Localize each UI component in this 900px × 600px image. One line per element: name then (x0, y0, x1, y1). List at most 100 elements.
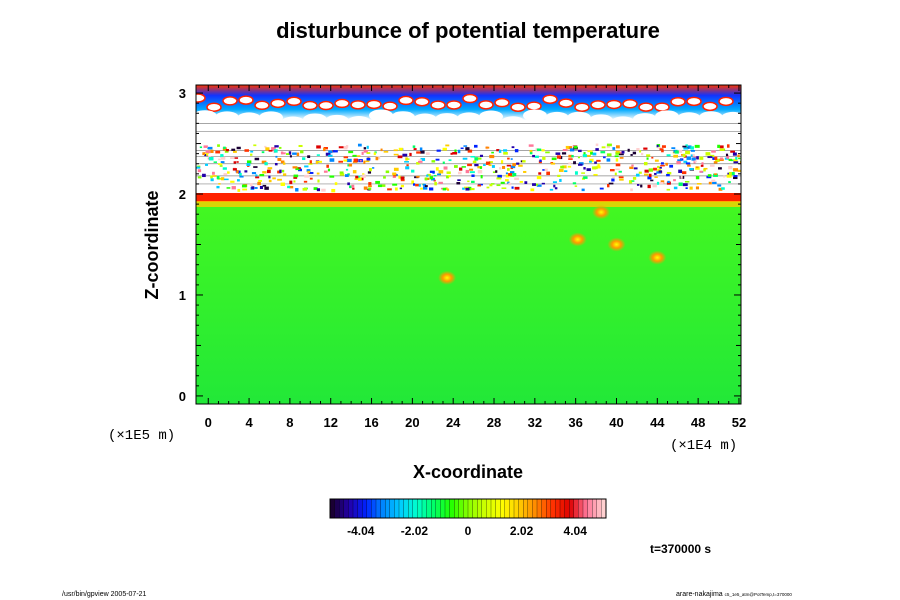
noise-speck (574, 171, 578, 175)
noise-speck (259, 185, 264, 190)
noise-speck (666, 173, 670, 177)
noise-speck (399, 187, 403, 190)
x-tick-label: 28 (487, 415, 501, 430)
x-tick-label: 52 (732, 415, 746, 430)
noise-speck (468, 186, 472, 191)
noise-speck (696, 183, 702, 185)
noise-speck (363, 150, 368, 153)
noise-speck (197, 169, 202, 173)
noise-speck (739, 160, 741, 165)
noise-speck (587, 150, 593, 153)
noise-speck (581, 188, 585, 192)
noise-speck (719, 158, 724, 162)
noise-speck (323, 170, 328, 173)
noise-speck (327, 168, 331, 172)
noise-speck (227, 171, 230, 174)
noise-speck (615, 163, 621, 167)
noise-speck (282, 173, 287, 176)
wave-crest (222, 96, 238, 106)
noise-speck (717, 184, 722, 187)
noise-speck (519, 180, 523, 183)
noise-speck (472, 160, 477, 164)
noise-speck (594, 166, 598, 170)
noise-speck (373, 152, 376, 156)
wave-blob (677, 112, 701, 125)
noise-speck (489, 154, 495, 159)
noise-speck (573, 161, 576, 165)
noise-speck (416, 161, 420, 165)
noise-speck (567, 146, 573, 150)
noise-speck (239, 172, 242, 176)
colorbar-cell (564, 498, 570, 519)
noise-speck (380, 148, 383, 152)
noise-speck (685, 144, 688, 147)
noise-speck (505, 179, 509, 182)
noise-speck (689, 186, 693, 190)
noise-speck (442, 187, 447, 191)
noise-speck (279, 169, 282, 174)
noise-speck (618, 153, 624, 156)
noise-speck (715, 158, 720, 163)
noise-speck (454, 149, 457, 153)
noise-speck (640, 184, 643, 188)
noise-speck (470, 188, 475, 191)
noise-speck (461, 166, 466, 168)
noise-speck (505, 174, 510, 178)
noise-speck (480, 175, 483, 179)
noise-speck (541, 149, 545, 152)
noise-speck (328, 154, 333, 157)
colorbar-cell (408, 498, 414, 519)
noise-speck (297, 168, 302, 172)
noise-speck (375, 180, 380, 184)
x-tick-label: 12 (323, 415, 337, 430)
noise-speck (500, 160, 504, 164)
noise-speck (483, 164, 486, 166)
noise-speck (583, 176, 588, 179)
noise-speck (477, 184, 481, 187)
noise-speck (277, 157, 282, 161)
noise-speck (569, 148, 575, 152)
noise-speck (207, 146, 213, 150)
wave-blob (523, 109, 547, 122)
noise-speck (442, 161, 445, 164)
noise-speck (654, 172, 657, 175)
noise-speck (424, 177, 428, 181)
noise-speck (344, 174, 349, 177)
noise-speck (448, 159, 452, 162)
noise-speck (568, 162, 572, 165)
noise-speck (516, 162, 520, 165)
colorbar-cell (343, 498, 349, 519)
noise-speck (221, 177, 225, 181)
noise-speck (457, 171, 462, 175)
noise-speck (255, 176, 260, 179)
noise-speck (429, 176, 434, 180)
noise-speck (343, 145, 348, 150)
noise-speck (293, 180, 296, 183)
noise-speck (348, 150, 354, 154)
inversion-band-fringe (196, 201, 741, 207)
noise-speck (690, 154, 693, 157)
colorbar-tick-label: 0 (465, 524, 472, 538)
noise-speck (289, 186, 294, 189)
noise-speck (339, 171, 344, 174)
noise-speck (473, 144, 478, 148)
noise-speck (497, 174, 502, 178)
noise-speck (218, 183, 221, 185)
noise-speck (445, 187, 448, 190)
noise-speck (325, 152, 331, 156)
wave-blob (611, 116, 635, 129)
noise-speck (678, 182, 683, 186)
noise-speck (416, 175, 420, 178)
noise-speck (309, 160, 312, 164)
noise-speck (656, 181, 660, 185)
wave-blob (391, 111, 415, 124)
noise-speck (363, 160, 366, 164)
noise-speck (636, 148, 640, 151)
y-tick-label: 1 (179, 288, 186, 303)
noise-speck (495, 170, 498, 173)
noise-speck (197, 165, 201, 168)
noise-speck (274, 149, 278, 153)
noise-speck (514, 149, 519, 153)
noise-speck (659, 148, 664, 151)
noise-speck (712, 157, 715, 160)
